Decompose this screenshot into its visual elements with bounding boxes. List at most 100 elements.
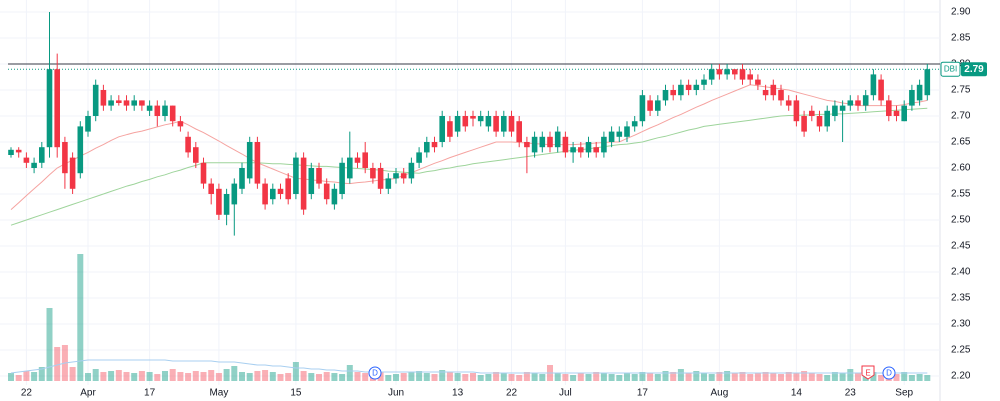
candle-body — [92, 84, 99, 116]
candle-body — [655, 100, 661, 111]
volume-bar — [908, 375, 915, 381]
volume-bar — [146, 372, 153, 381]
candle-body — [631, 121, 638, 127]
candle-body — [724, 69, 730, 75]
volume-bar — [123, 372, 130, 381]
volume-bar — [215, 373, 222, 381]
candle-body — [708, 69, 715, 80]
volume-bar — [808, 373, 815, 381]
candle-body — [924, 69, 931, 96]
x-tick-label: 22 — [21, 388, 33, 399]
volume-ma-line — [10, 359, 928, 374]
candle-body — [362, 152, 368, 168]
volume-bar — [916, 374, 923, 381]
volume-bar — [246, 373, 253, 381]
volume-bar — [824, 375, 831, 381]
volume-bar — [100, 372, 107, 381]
volume-bar — [639, 372, 646, 381]
candle-body — [100, 90, 107, 106]
candle-body — [670, 90, 676, 96]
volume-bar — [200, 372, 207, 381]
volume-bar — [477, 375, 484, 381]
volume-bar — [600, 373, 607, 381]
candle-body — [601, 136, 607, 153]
candle-body — [693, 84, 700, 90]
x-tick-label: 15 — [290, 388, 302, 399]
y-tick-label: 2.60 — [951, 163, 971, 174]
volume-bar — [831, 372, 838, 381]
volume-bar — [878, 375, 885, 381]
volume-bar — [77, 254, 84, 381]
candle-body — [762, 90, 769, 96]
volume-bar — [924, 375, 931, 381]
volume-bar — [54, 347, 61, 381]
volume-bar — [624, 373, 630, 381]
volume-bar — [570, 375, 577, 381]
symbol-tag — [940, 61, 961, 77]
grid — [0, 0, 940, 385]
candle-body — [477, 116, 484, 122]
candle-body — [501, 116, 507, 132]
y-tick-label: 2.50 — [951, 215, 971, 226]
volume-bar — [446, 372, 453, 381]
candle-body — [177, 121, 184, 127]
candle-body — [393, 173, 399, 179]
candle-body — [909, 90, 915, 106]
candle-body — [254, 142, 261, 184]
candle-body — [208, 183, 214, 194]
candle-body — [193, 147, 199, 163]
volume-bar — [731, 373, 738, 381]
candle-body — [139, 100, 145, 106]
candle-body — [46, 69, 53, 148]
volume-bar — [647, 373, 654, 381]
volume-bar — [747, 374, 754, 381]
volume-bar — [631, 374, 638, 381]
candle-body — [554, 131, 561, 148]
volume-bar — [754, 373, 761, 381]
candle-body — [493, 116, 499, 132]
volume-bar — [400, 373, 407, 381]
volume-bar — [154, 374, 161, 381]
candle-body — [293, 157, 299, 194]
candle-body — [123, 100, 130, 106]
price-tag — [961, 62, 987, 77]
volume-bar — [377, 372, 384, 381]
volume-bar — [493, 372, 500, 381]
volume-bar — [662, 371, 669, 381]
volume-bar — [408, 372, 415, 381]
candle-body — [485, 116, 492, 127]
volume-bar — [470, 373, 476, 381]
candle-body — [878, 79, 884, 101]
volume-bar — [801, 371, 808, 381]
candle-body — [231, 183, 238, 205]
volume-bar — [277, 374, 284, 381]
volume-bar — [162, 371, 168, 381]
volume-bar — [346, 365, 353, 381]
candle-body — [62, 142, 68, 174]
volume-bar — [385, 375, 392, 381]
y-tick-label: 2.40 — [951, 267, 971, 278]
x-tick-label: Apr — [80, 388, 96, 399]
event-label: D — [886, 369, 892, 378]
volume-bar — [616, 375, 623, 381]
volume-bar — [323, 372, 330, 381]
volume-bar — [531, 373, 538, 381]
candle-body — [431, 142, 438, 148]
candle-body — [608, 131, 615, 142]
y-tick-label: 2.75 — [951, 85, 971, 96]
volume-bar — [839, 373, 846, 381]
candle-body — [539, 136, 546, 148]
volume-bar — [785, 372, 792, 381]
candle-body — [662, 90, 669, 101]
volume-bar — [462, 374, 469, 381]
y-tick-label: 2.35 — [951, 293, 971, 304]
volume-bar — [685, 373, 692, 381]
volume-bar — [362, 373, 369, 381]
candle-body — [23, 157, 30, 163]
candle-body — [223, 194, 230, 215]
candle-body — [585, 142, 592, 153]
volume-bar — [185, 373, 192, 381]
volume-bar — [585, 374, 592, 381]
